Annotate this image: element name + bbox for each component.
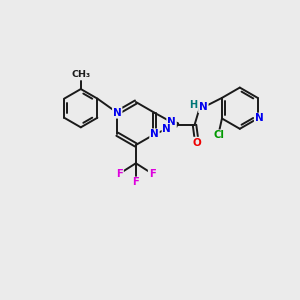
Text: H: H — [189, 100, 197, 110]
Text: CH₃: CH₃ — [71, 70, 90, 79]
Text: N: N — [167, 117, 176, 127]
Text: N: N — [163, 124, 171, 134]
Text: N: N — [113, 108, 122, 118]
Text: F: F — [149, 169, 155, 178]
Text: N: N — [255, 113, 263, 124]
Text: F: F — [133, 177, 139, 188]
Text: F: F — [116, 169, 123, 178]
Text: N: N — [199, 102, 208, 112]
Text: O: O — [193, 138, 201, 148]
Text: Cl: Cl — [214, 130, 224, 140]
Text: N: N — [150, 129, 159, 139]
